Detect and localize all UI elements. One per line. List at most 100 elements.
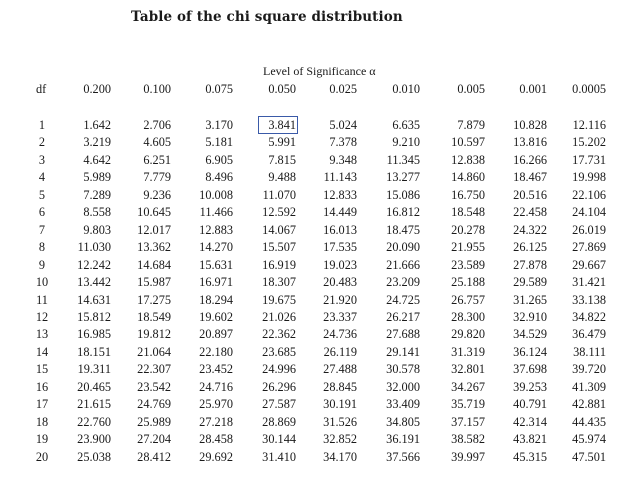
df-cell: 4 [38,170,46,185]
value-cell: 23.209 [386,275,420,290]
value-cell: 40.791 [513,397,547,412]
alpha-header: 0.005 [457,82,485,96]
value-cell: 21.026 [262,309,296,324]
value-cell: 32.852 [323,432,357,447]
value-cell: 31.319 [451,344,485,359]
value-cell: 32.000 [386,379,420,394]
df-cell: 14 [35,344,49,359]
value-cell: 7.779 [143,170,171,185]
value-cell: 12.017 [137,222,171,237]
value-cell: 13.816 [513,135,547,150]
value-cell: 25.188 [451,275,485,290]
alpha-header: 0.001 [519,82,547,96]
value-cell: 15.086 [386,187,420,202]
value-cell: 29.141 [386,344,420,359]
value-cell: 15.507 [262,240,296,255]
value-cell: 24.996 [262,362,296,377]
value-cell: 17.535 [323,240,357,255]
df-cell: 13 [35,327,49,342]
value-cell: 3.841 [268,118,296,132]
value-cell: 7.289 [83,187,111,202]
value-cell: 21.920 [323,292,357,307]
value-cell: 27.204 [137,432,171,447]
value-cell: 6.635 [392,118,420,132]
value-cell: 7.815 [268,152,296,167]
value-cell: 42.314 [513,414,547,429]
value-cell: 44.435 [572,414,606,429]
value-cell: 24.736 [323,327,357,342]
value-cell: 43.821 [513,432,547,447]
value-cell: 11.143 [323,170,357,185]
value-cell: 14.860 [451,170,485,185]
value-cell: 45.315 [513,449,547,464]
value-cell: 15.631 [199,257,233,272]
value-cell: 33.409 [386,397,420,412]
alpha-header: 0.010 [392,82,420,96]
value-cell: 8.496 [205,170,233,185]
value-cell: 16.266 [513,152,547,167]
value-cell: 1.642 [83,118,111,132]
value-cell: 19.998 [572,170,606,185]
value-cell: 19.311 [77,362,111,377]
value-cell: 16.985 [77,327,111,342]
value-cell: 34.529 [513,327,547,342]
value-cell: 21.955 [451,240,485,255]
value-cell: 39.997 [451,449,485,464]
value-cell: 18.307 [262,275,296,290]
value-cell: 29.667 [572,257,606,272]
value-cell: 8.558 [83,205,111,220]
value-cell: 27.587 [262,397,296,412]
value-cell: 16.919 [262,257,296,272]
value-cell: 22.458 [513,205,547,220]
value-cell: 7.879 [457,118,485,132]
value-cell: 28.845 [323,379,357,394]
value-cell: 18.294 [199,292,233,307]
value-cell: 34.822 [572,309,606,324]
value-cell: 9.488 [268,170,296,185]
value-cell: 29.589 [513,275,547,290]
value-cell: 28.412 [137,449,171,464]
value-cell: 19.675 [262,292,296,307]
value-cell: 5.991 [268,135,296,150]
value-cell: 24.104 [572,205,606,220]
value-cell: 3.219 [83,135,111,150]
value-cell: 31.526 [323,414,357,429]
value-cell: 14.631 [77,292,111,307]
highlight-box [258,116,298,134]
value-cell: 19.023 [323,257,357,272]
value-cell: 16.013 [323,222,357,237]
value-cell: 3.170 [205,118,233,132]
value-cell: 11.345 [386,152,420,167]
value-cell: 9.210 [392,135,420,150]
df-cell: 9 [38,257,46,272]
value-cell: 22.760 [77,414,111,429]
value-cell: 15.987 [137,275,171,290]
value-cell: 14.270 [199,240,233,255]
value-cell: 21.064 [137,344,171,359]
value-cell: 34.170 [323,449,357,464]
value-cell: 14.449 [323,205,357,220]
value-cell: 47.501 [572,449,606,464]
value-cell: 18.467 [513,170,547,185]
value-cell: 35.719 [451,397,485,412]
value-cell: 12.833 [323,187,357,202]
df-cell: 7 [38,222,46,237]
df-cell: 8 [38,240,46,255]
value-cell: 15.812 [77,309,111,324]
value-cell: 10.008 [199,187,233,202]
value-cell: 26.757 [451,292,485,307]
df-cell: 18 [35,414,49,429]
value-cell: 29.820 [451,327,485,342]
value-cell: 21.615 [77,397,111,412]
value-cell: 22.307 [137,362,171,377]
value-cell: 17.275 [137,292,171,307]
value-cell: 23.589 [451,257,485,272]
value-cell: 31.421 [572,275,606,290]
value-cell: 27.878 [513,257,547,272]
value-cell: 27.688 [386,327,420,342]
value-cell: 9.236 [143,187,171,202]
significance-label: Level of Significance α [263,64,376,78]
value-cell: 5.181 [205,135,233,150]
value-cell: 11.030 [77,240,111,255]
value-cell: 24.725 [386,292,420,307]
